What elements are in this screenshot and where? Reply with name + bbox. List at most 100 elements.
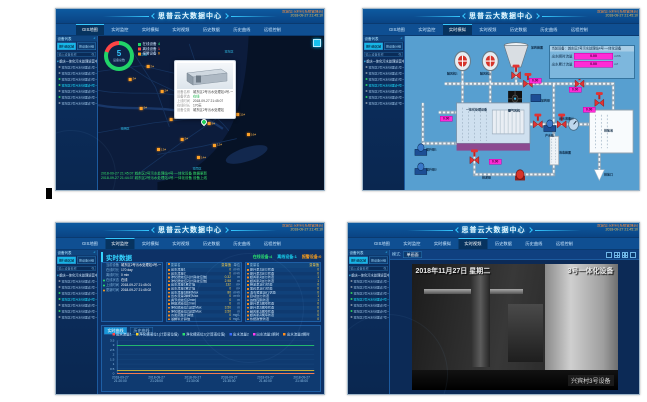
- table-row[interactable]: 远程控制状态 1: [246, 298, 320, 303]
- table-row[interactable]: 出水流量1 0 m³/h: [167, 268, 241, 272]
- tab-remote-control[interactable]: 远程控制: [263, 241, 281, 246]
- device-search-input[interactable]: 输入设备名称: [57, 52, 96, 57]
- table-row[interactable]: 加药泵运行状态 0: [246, 287, 320, 291]
- table-row[interactable]: 净化槽液位1(计算液位值) 0.32 m: [167, 275, 241, 280]
- device-tree-item[interactable]: 城东区2号污水处理站2号-一体化设备: [363, 70, 404, 76]
- device-tree-item[interactable]: 城东区2号污水处理站2号-一体化设备: [348, 284, 389, 290]
- table-row[interactable]: 鼓风机1运行状态 1: [246, 275, 320, 280]
- device-tree-item[interactable]: 城东区2号污水处理站4号-一体化设备: [56, 82, 97, 88]
- fullscreen-icon[interactable]: [630, 252, 636, 258]
- device-tree-item[interactable]: 城东区2号污水处理站2号-一体化设备: [56, 70, 97, 76]
- tab-history-data[interactable]: 历史数据: [202, 27, 220, 32]
- table-row[interactable]: 排放池液位(2min) 0 m: [167, 302, 241, 306]
- tab-history-curve[interactable]: 历史曲线: [233, 241, 251, 246]
- tab-realtime-monitor[interactable]: 实时监控: [403, 241, 421, 246]
- device-tree-item[interactable]: 城东区2号污水处理站1号-一体化设备: [363, 64, 404, 70]
- collapse-icon[interactable]: «: [400, 37, 403, 41]
- tab-history-curve[interactable]: 历史曲线: [233, 27, 251, 32]
- table-row[interactable]: 出水流量2瞬时Max 0 m³/h: [167, 295, 241, 299]
- device-tree-item[interactable]: 城东区2号污水处理站3号-一体化设备: [56, 76, 97, 82]
- tab-remote-control[interactable]: 远程控制: [570, 27, 588, 32]
- tab-realtime-mimic[interactable]: 实时模拟: [442, 24, 472, 35]
- device-tree-item[interactable]: 城东区2号污水处理站7号-一体化设备: [56, 314, 97, 320]
- sidebar-tab-group[interactable]: 按设备分组: [77, 256, 96, 264]
- tab-history-curve2[interactable]: 历史曲线: [130, 327, 153, 335]
- tab-realtime-curve[interactable]: 实时曲线: [104, 327, 127, 335]
- device-tree-item[interactable]: 城东区2号污水处理站1号-一体化设备: [56, 278, 97, 284]
- collapse-icon[interactable]: «: [93, 37, 96, 41]
- tab-gis-map[interactable]: GIS地图: [76, 24, 104, 35]
- tab-remote-control[interactable]: 远程控制: [555, 241, 573, 246]
- table-row[interactable]: 净化槽液位2(计算液位值) 2.98 m: [167, 279, 241, 283]
- device-tree-item[interactable]: 城东区2号污水处理站3号-一体化设备: [348, 290, 389, 296]
- mode-select[interactable]: 单画面: [403, 251, 423, 258]
- tab-realtime-monitor[interactable]: 实时监控: [418, 27, 436, 32]
- table-row[interactable]: 出水流量2 0 m³/h: [167, 272, 241, 276]
- tab-realtime-video[interactable]: 实时视频: [458, 238, 488, 249]
- table-row[interactable]: 净化槽液位2设定Max 3.50 m: [167, 310, 241, 314]
- layout-nine-icon[interactable]: [622, 252, 628, 258]
- sidebar-tab-group[interactable]: 按设备分组: [384, 42, 403, 50]
- table-row[interactable]: 污泥浓度计算值 0 mg/L: [167, 313, 241, 318]
- collapse-icon[interactable]: «: [93, 251, 96, 255]
- device-tree-item[interactable]: 城东区2号污水处理站4号-一体化设备: [363, 82, 404, 88]
- device-tree-item[interactable]: 城东区2号污水处理站6号-一体化设备: [56, 308, 97, 314]
- device-tree-item[interactable]: 城东区2号污水处理站6号-一体化设备: [348, 308, 389, 314]
- sidebar-tab-group[interactable]: 按设备分组: [369, 256, 388, 264]
- tab-realtime-mimic[interactable]: 实时模拟: [433, 241, 451, 246]
- tab-gis-map[interactable]: GIS地图: [374, 241, 390, 246]
- table-row[interactable]: 鼓风机1故障状态 0: [246, 310, 320, 314]
- table-row[interactable]: 鼓风机2故障状态 0: [246, 313, 320, 318]
- table-row[interactable]: 消毒装置运行状态 0: [246, 290, 320, 295]
- device-tree-item[interactable]: 城东区2号污水处理站3号-一体化设备: [56, 290, 97, 296]
- device-tree-item[interactable]: 城东区2号污水处理站7号-一体化设备: [348, 314, 389, 320]
- tab-realtime-monitor[interactable]: 实时监控: [105, 238, 135, 249]
- device-search-input[interactable]: 输入设备名称: [57, 266, 96, 271]
- sidebar-tab-region[interactable]: 按行政区域: [349, 256, 368, 264]
- table-row[interactable]: 出水流量2累计值 0 m³: [167, 287, 241, 291]
- device-tree-item[interactable]: 城东区2号污水处理站4号-一体化设备: [348, 296, 389, 302]
- sidebar-tab-group[interactable]: 按设备分组: [77, 42, 96, 50]
- tab-history-curve[interactable]: 历史曲线: [540, 27, 558, 32]
- table-row[interactable]: 提升泵2运行状态 0: [246, 272, 320, 276]
- table-row[interactable]: 出水流量1累计值 132 m³: [167, 283, 241, 287]
- tab-realtime-video[interactable]: 实时视频: [172, 27, 190, 32]
- tree-root[interactable]: ▾重庆一体化污水处理运营中心: [57, 60, 98, 64]
- tab-gis-map[interactable]: GIS地图: [389, 27, 405, 32]
- table-row[interactable]: 鼓风机2运行状态 1: [246, 279, 320, 283]
- tab-realtime-monitor[interactable]: 实时监控: [111, 27, 129, 32]
- table-row[interactable]: 出水流量1瞬时Max 80 m³/h: [167, 290, 241, 295]
- device-tree-item[interactable]: 城东区2号污水处理站5号-一体化设备: [56, 88, 97, 94]
- device-tree-item[interactable]: 城东区2号污水处理站6号-一体化设备: [56, 94, 97, 100]
- map-layer-button[interactable]: [313, 39, 321, 47]
- device-tree-item[interactable]: 城东区2号污水处理站6号-一体化设备: [363, 94, 404, 100]
- tab-history-data[interactable]: 历史数据: [494, 241, 512, 246]
- device-tree-item[interactable]: 城东区2号污水处理站7号-一体化设备: [56, 100, 97, 106]
- tree-root[interactable]: ▾重庆一体化污水处理运营中心: [364, 60, 405, 64]
- table-row[interactable]: 排泥泵运行状态 0: [246, 283, 320, 287]
- sidebar-tab-region[interactable]: 按行政区域: [364, 42, 383, 50]
- tab-realtime-mimic[interactable]: 实时模拟: [141, 241, 159, 246]
- map-view[interactable]: 3# 7# 2# 9# 4# 6# 1# 8# 5# 12# 10#: [98, 36, 324, 190]
- sidebar-tab-region[interactable]: 按行政区域: [57, 256, 76, 264]
- collapse-icon[interactable]: «: [385, 251, 388, 255]
- tab-history-data[interactable]: 历史数据: [202, 241, 220, 246]
- table-row[interactable]: 调节池液位(2min) 0 m: [167, 298, 241, 303]
- table-row[interactable]: 净化槽液位1设定Max 3.50 m: [167, 305, 241, 310]
- device-tree-item[interactable]: 城东区2号污水处理站5号-一体化设备: [56, 302, 97, 308]
- device-tree-item[interactable]: 城东区2号污水处理站2号-一体化设备: [56, 284, 97, 290]
- video-player[interactable]: 2018年11月27日 星期二 3号一体化设备 兴宾村3号设备: [390, 260, 639, 394]
- table-row[interactable]: 提升泵2故障状态 0: [246, 305, 320, 310]
- tab-realtime-video[interactable]: 实时视频: [479, 27, 497, 32]
- device-tree-item[interactable]: 城东区2号污水处理站5号-一体化设备: [348, 302, 389, 308]
- tab-realtime-mimic[interactable]: 实时模拟: [141, 27, 159, 32]
- tab-history-curve[interactable]: 历史曲线: [525, 241, 543, 246]
- device-tree-item[interactable]: 城东区2号污水处理站5号-一体化设备: [363, 88, 404, 94]
- table-row[interactable]: 提升泵1故障状态 0: [246, 302, 320, 306]
- tree-root[interactable]: ▾重庆一体化污水处理运营中心: [349, 274, 390, 278]
- tree-root[interactable]: ▾重庆一体化污水处理运营中心: [57, 274, 98, 278]
- tab-gis-map[interactable]: GIS地图: [82, 241, 98, 246]
- tab-history-data[interactable]: 历史数据: [509, 27, 527, 32]
- device-search-input[interactable]: 输入设备名称: [349, 266, 388, 271]
- table-row[interactable]: 自动运行状态 1: [246, 295, 320, 299]
